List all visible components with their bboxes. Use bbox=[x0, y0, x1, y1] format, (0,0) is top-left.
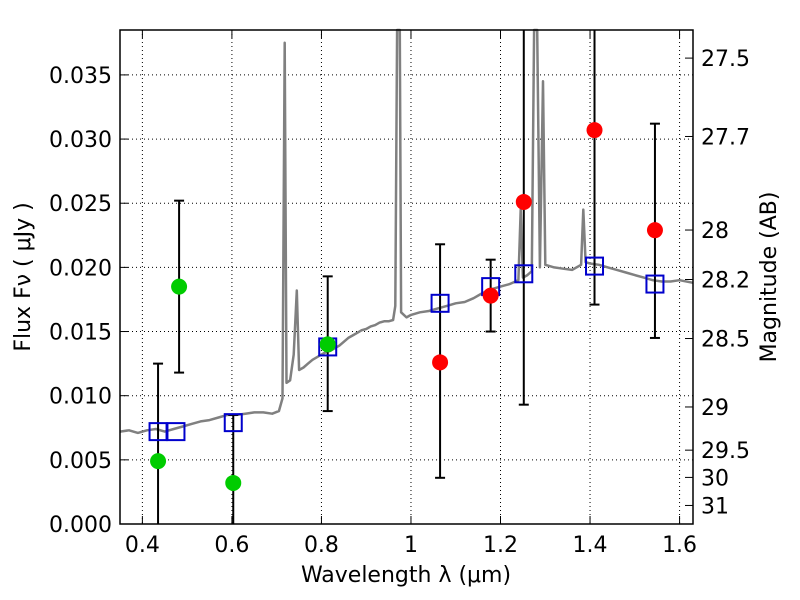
model-photometry-square bbox=[430, 293, 450, 313]
x-axis: 0.4 0.6 0.8 1 1.2 1.4 1.6 bbox=[125, 30, 697, 558]
y2-tick-label: 27.7 bbox=[701, 125, 750, 150]
y-tick-label: 0.000 bbox=[49, 513, 112, 538]
y2-axis-label: Magnitude (AB) bbox=[757, 192, 782, 363]
spectrum-line bbox=[119, 28, 694, 435]
model-photometry-layer bbox=[148, 256, 665, 442]
errorbar-layer bbox=[153, 30, 660, 524]
y2-tick-label: 31 bbox=[701, 494, 729, 519]
y2-tick-label: 27.5 bbox=[701, 47, 750, 72]
detection-point bbox=[646, 222, 663, 239]
x-tick-label: 0.8 bbox=[304, 533, 339, 558]
y2-tick-label: 30 bbox=[701, 466, 729, 491]
y2-tick-label: 28.2 bbox=[701, 268, 750, 293]
model-photometry-square bbox=[585, 256, 605, 276]
x-tick-label: 1 bbox=[404, 533, 418, 558]
x-tick-label: 0.4 bbox=[125, 533, 160, 558]
y-tick-label: 0.025 bbox=[49, 192, 112, 217]
grid bbox=[120, 30, 693, 525]
detection-point bbox=[515, 193, 532, 210]
y-tick-label: 0.005 bbox=[49, 449, 112, 474]
model-photometry-square bbox=[514, 264, 534, 284]
y2-tick-label: 28 bbox=[701, 219, 729, 244]
x-tick-label: 1.6 bbox=[662, 533, 697, 558]
detection-point bbox=[225, 474, 242, 491]
plot-frame bbox=[119, 29, 694, 525]
y2-tick-label: 29.5 bbox=[701, 439, 750, 464]
spectrum-layer bbox=[119, 28, 694, 435]
x-tick-label: 1.4 bbox=[573, 533, 608, 558]
y-axis-label: Flux Fν ( μJy ) bbox=[11, 202, 36, 351]
detection-point bbox=[432, 354, 449, 371]
x-tick-label: 0.6 bbox=[214, 533, 249, 558]
detection-point bbox=[586, 122, 603, 139]
detection-point bbox=[150, 453, 167, 470]
model-photometry-square bbox=[166, 422, 186, 442]
model-photometry-square bbox=[645, 274, 665, 294]
y-axis-left: 0.000 0.005 0.010 0.015 0.020 0.025 0.030 0.035 bbox=[49, 64, 128, 538]
x-tick-label: 1.2 bbox=[483, 533, 518, 558]
y-tick-label: 0.010 bbox=[49, 385, 112, 410]
detection-layer bbox=[150, 122, 663, 491]
x-axis-label: Wavelength λ (μm) bbox=[301, 563, 511, 588]
detection-point bbox=[482, 287, 499, 304]
model-photometry-square bbox=[223, 413, 243, 433]
detection-point bbox=[319, 336, 336, 353]
y2-tick-label: 29 bbox=[701, 396, 729, 421]
y-tick-label: 0.015 bbox=[49, 321, 112, 346]
y-axis-right: 27.5 27.7 28 28.2 28.5 29 29.530 31 bbox=[685, 47, 750, 519]
y-tick-label: 0.035 bbox=[49, 64, 112, 89]
detection-point bbox=[171, 278, 188, 295]
y-tick-label: 0.030 bbox=[49, 128, 112, 153]
y2-tick-label: 28.5 bbox=[701, 328, 750, 353]
y-tick-label: 0.020 bbox=[49, 256, 112, 281]
